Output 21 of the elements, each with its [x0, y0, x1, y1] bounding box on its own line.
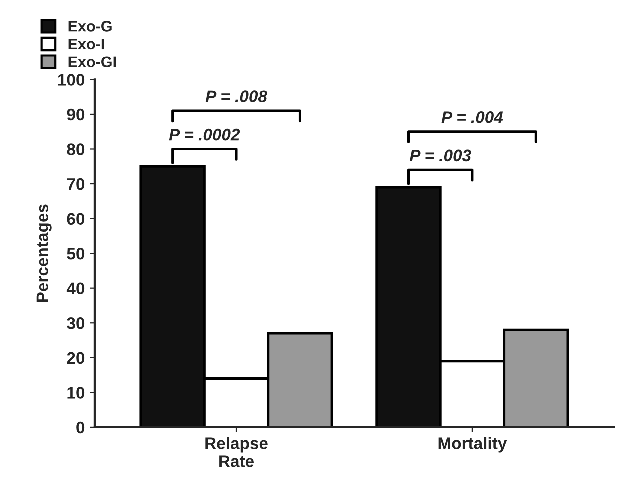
y-tick-label: 50: [67, 248, 85, 260]
y-tick-label: 30: [67, 318, 85, 330]
y-tick-label: 40: [66, 282, 85, 295]
y-tick-label: 60: [67, 213, 85, 225]
y-tick-label: 20: [67, 352, 85, 364]
y-tick-label: 0: [76, 422, 85, 434]
x-tick-label: Relapse Rate: [206, 437, 268, 468]
x-tick-label: Mortality: [438, 437, 508, 453]
y-axis-title: Percentages: [36, 204, 52, 302]
annotation: P = .008: [206, 90, 268, 102]
annotation: P = .003: [410, 150, 472, 162]
legend-label: Exo-I: [68, 39, 104, 50]
y-tick-label: 10: [68, 387, 85, 399]
legend-label: Exo-GI: [68, 56, 116, 68]
y-tick-label: 80: [67, 144, 85, 156]
annotation: P = .0002: [169, 128, 240, 141]
annotation: P = .004: [442, 112, 504, 124]
y-tick-label: 70: [67, 178, 85, 190]
legend-label: Exo-G: [68, 21, 112, 32]
y-tick-label: 100: [58, 74, 85, 86]
y-tick-label: 90: [67, 108, 85, 121]
